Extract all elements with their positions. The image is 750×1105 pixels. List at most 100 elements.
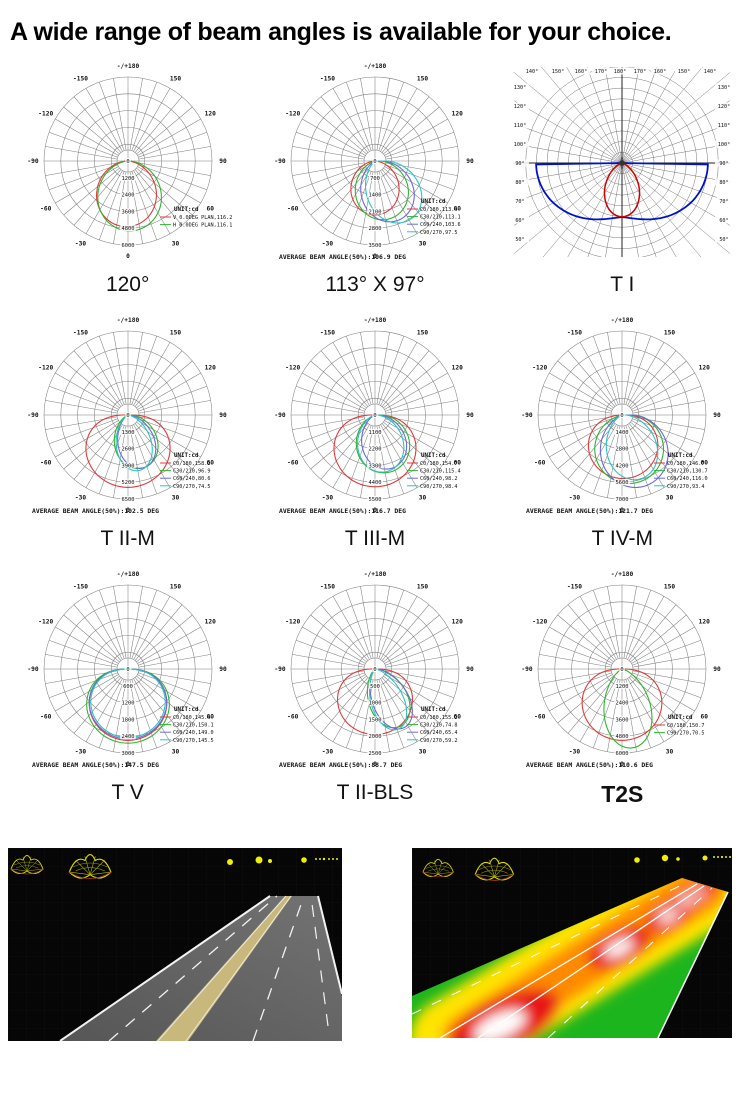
svg-text:30: 30 [666, 494, 674, 501]
chart-caption: T III-M [344, 527, 406, 550]
svg-text:1400: 1400 [368, 193, 381, 199]
svg-text:UNIT:cd: UNIT:cd [174, 707, 199, 713]
svg-text:UNIT:cd: UNIT:cd [668, 453, 693, 459]
svg-text:-150: -150 [73, 584, 88, 591]
svg-text:150: 150 [170, 584, 181, 591]
svg-text:-/+180: -/+180 [611, 571, 634, 578]
svg-text:-60: -60 [287, 714, 298, 721]
svg-text:-30: -30 [322, 240, 333, 247]
svg-text:120: 120 [699, 619, 710, 626]
svg-text:C90/270,145.5: C90/270,145.5 [173, 738, 214, 744]
chart-caption: T I [610, 273, 635, 296]
svg-text:3900: 3900 [121, 463, 134, 469]
svg-text:140°: 140° [704, 69, 717, 75]
svg-text:C60/240,103.6: C60/240,103.6 [420, 222, 461, 228]
svg-text:60: 60 [206, 460, 214, 467]
svg-text:C90/270,59.2: C90/270,59.2 [420, 738, 457, 744]
road-heatmap-image [412, 848, 732, 1038]
svg-text:3600: 3600 [121, 209, 134, 215]
svg-text:-30: -30 [322, 494, 333, 501]
polar-chart-canvas: -/+180 -150 150 -120 120 -90 90 -60 60 -30 30 0 0 600… [6, 569, 250, 781]
svg-text:C0/180,158.2: C0/180,158.2 [173, 461, 210, 467]
svg-text:120: 120 [699, 365, 710, 372]
chart-t1: 140° 150° 160° 170° 180° 170° 160° 150° 140° 130°… [499, 61, 746, 297]
svg-text:AVERAGE BEAM ANGLE(50%):102.5: AVERAGE BEAM ANGLE(50%):102.5 DEG [32, 507, 159, 515]
svg-text:UNIT:cd: UNIT:cd [174, 453, 199, 459]
svg-text:-/+180: -/+180 [364, 63, 387, 70]
svg-text:-90: -90 [274, 158, 285, 165]
svg-text:60°: 60° [516, 218, 525, 224]
svg-text:-60: -60 [287, 206, 298, 213]
svg-text:6500: 6500 [121, 497, 134, 503]
svg-text:-90: -90 [27, 158, 38, 165]
svg-text:AVERAGE BEAM ANGLE(50%):121.7: AVERAGE BEAM ANGLE(50%):121.7 DEG [526, 507, 653, 515]
svg-text:6000: 6000 [616, 751, 629, 757]
svg-text:C60/240,65.4: C60/240,65.4 [420, 730, 457, 736]
luminaire-dots-icon [634, 854, 731, 863]
svg-text:120°: 120° [514, 104, 527, 110]
polar-chart-canvas: -/+180 -150 150 -120 120 -90 90 -60 60 -30 30 0 0 700… [253, 61, 497, 273]
svg-text:120: 120 [204, 111, 215, 118]
svg-text:90: 90 [219, 158, 227, 165]
svg-text:180°: 180° [614, 69, 627, 75]
svg-text:150: 150 [417, 584, 428, 591]
svg-text:AVERAGE BEAM ANGLE(50%):116.7: AVERAGE BEAM ANGLE(50%):116.7 DEG [279, 507, 406, 515]
svg-text:1200: 1200 [616, 684, 629, 690]
svg-text:0: 0 [373, 761, 377, 768]
svg-text:1200: 1200 [121, 701, 134, 707]
svg-text:0: 0 [621, 667, 624, 673]
svg-text:-/+180: -/+180 [364, 317, 387, 324]
svg-text:150: 150 [417, 76, 428, 83]
svg-text:-90: -90 [27, 666, 38, 673]
svg-text:4400: 4400 [368, 480, 381, 486]
polar-chart-canvas: 140° 150° 160° 170° 180° 170° 160° 150° 140° 130°… [500, 61, 744, 273]
svg-text:60: 60 [454, 206, 462, 213]
svg-text:170°: 170° [595, 69, 608, 75]
chart-caption: T V [111, 781, 144, 804]
polar-chart-canvas: -/+180 -150 150 -120 120 -90 90 -60 60 -30 30 0 0 500… [253, 569, 497, 781]
svg-text:AVERAGE BEAM ANGLE(50%):88.7 D: AVERAGE BEAM ANGLE(50%):88.7 DEG [279, 761, 402, 769]
svg-text:0: 0 [373, 413, 376, 419]
svg-text:-60: -60 [40, 714, 51, 721]
svg-text:-/+180: -/+180 [116, 63, 139, 70]
svg-text:2500: 2500 [368, 751, 381, 757]
chart-caption: 113° X 97° [325, 273, 425, 296]
svg-text:-60: -60 [40, 460, 51, 467]
svg-text:130°: 130° [514, 85, 527, 91]
svg-text:C90/270,97.5: C90/270,97.5 [420, 230, 457, 236]
svg-text:2100: 2100 [368, 209, 381, 215]
polar-chart-canvas: -/+180 -150 150 -120 120 -90 90 -60 60 -30 30 0 0 120… [500, 569, 744, 781]
svg-text:90: 90 [466, 412, 474, 419]
svg-text:30: 30 [171, 748, 179, 755]
svg-text:90: 90 [219, 666, 227, 673]
svg-text:C30/210,150.1: C30/210,150.1 [173, 723, 214, 729]
chart-t2m: -/+180 -150 150 -120 120 -90 90 -60 60 -30 30 0 0 130… [4, 315, 251, 551]
svg-text:60°: 60° [720, 218, 729, 224]
svg-text:150°: 150° [552, 69, 565, 75]
svg-text:700: 700 [370, 176, 380, 182]
svg-text:-150: -150 [320, 76, 335, 83]
svg-text:120: 120 [204, 619, 215, 626]
svg-text:30: 30 [666, 748, 674, 755]
svg-text:-150: -150 [73, 330, 88, 337]
svg-text:90°: 90° [720, 161, 729, 167]
svg-text:C30/210,96.9: C30/210,96.9 [173, 469, 210, 475]
svg-text:-30: -30 [75, 240, 86, 247]
chart-caption: T IV-M [591, 527, 654, 550]
svg-text:4800: 4800 [616, 734, 629, 740]
svg-text:C30/210,130.7: C30/210,130.7 [667, 469, 708, 475]
svg-text:AVERAGE BEAM ANGLE(50%):106.9: AVERAGE BEAM ANGLE(50%):106.9 DEG [279, 253, 406, 261]
chart-caption: T II-M [100, 527, 155, 550]
svg-text:150: 150 [664, 584, 675, 591]
svg-text:30: 30 [419, 748, 427, 755]
svg-text:1800: 1800 [121, 717, 134, 723]
svg-text:2200: 2200 [368, 447, 381, 453]
svg-text:-150: -150 [567, 330, 582, 337]
svg-text:-60: -60 [534, 460, 545, 467]
svg-text:7000: 7000 [616, 497, 629, 503]
svg-text:C60/240,116.0: C60/240,116.0 [667, 476, 708, 482]
svg-text:0: 0 [373, 159, 376, 165]
svg-text:150: 150 [664, 330, 675, 337]
svg-text:C0/180,146.7: C0/180,146.7 [667, 461, 704, 467]
